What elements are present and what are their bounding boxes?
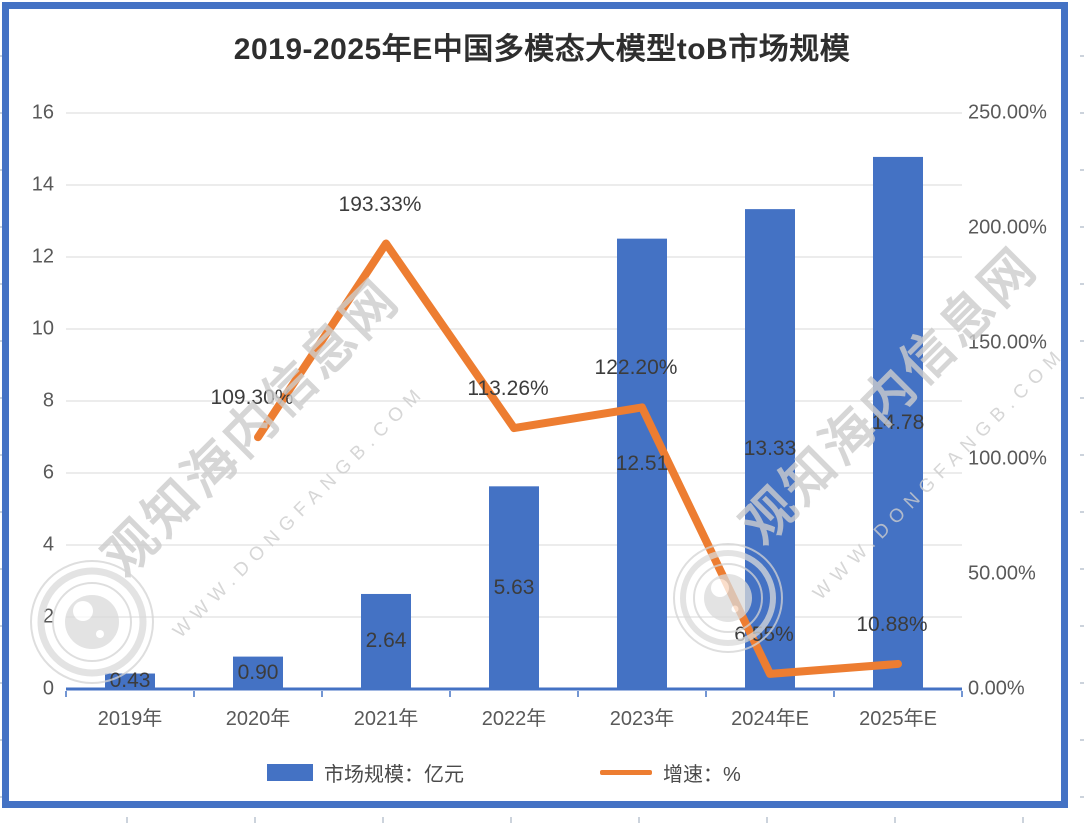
chart-title: 2019-2025年E中国多模态大模型toB市场规模 — [233, 33, 851, 66]
legend-item-growth-rate: 增速：% — [600, 758, 741, 786]
legend: 市场规模：亿元 增速：% — [0, 758, 1084, 788]
chart-frame — [2, 2, 1068, 808]
legend-item-market-size: 市场规模：亿元 — [267, 758, 464, 786]
legend-label-growth-rate: 增速：% — [663, 763, 741, 786]
legend-label-market-size: 市场规模：亿元 — [324, 763, 464, 786]
sheet-gridline-stubs-right — [1080, 0, 1084, 823]
legend-line-swatch — [600, 769, 652, 775]
sheet-gridline-stubs-left — [0, 0, 3, 823]
legend-bar-swatch — [267, 763, 313, 781]
sheet-gridline-stubs-bottom — [0, 817, 1084, 823]
